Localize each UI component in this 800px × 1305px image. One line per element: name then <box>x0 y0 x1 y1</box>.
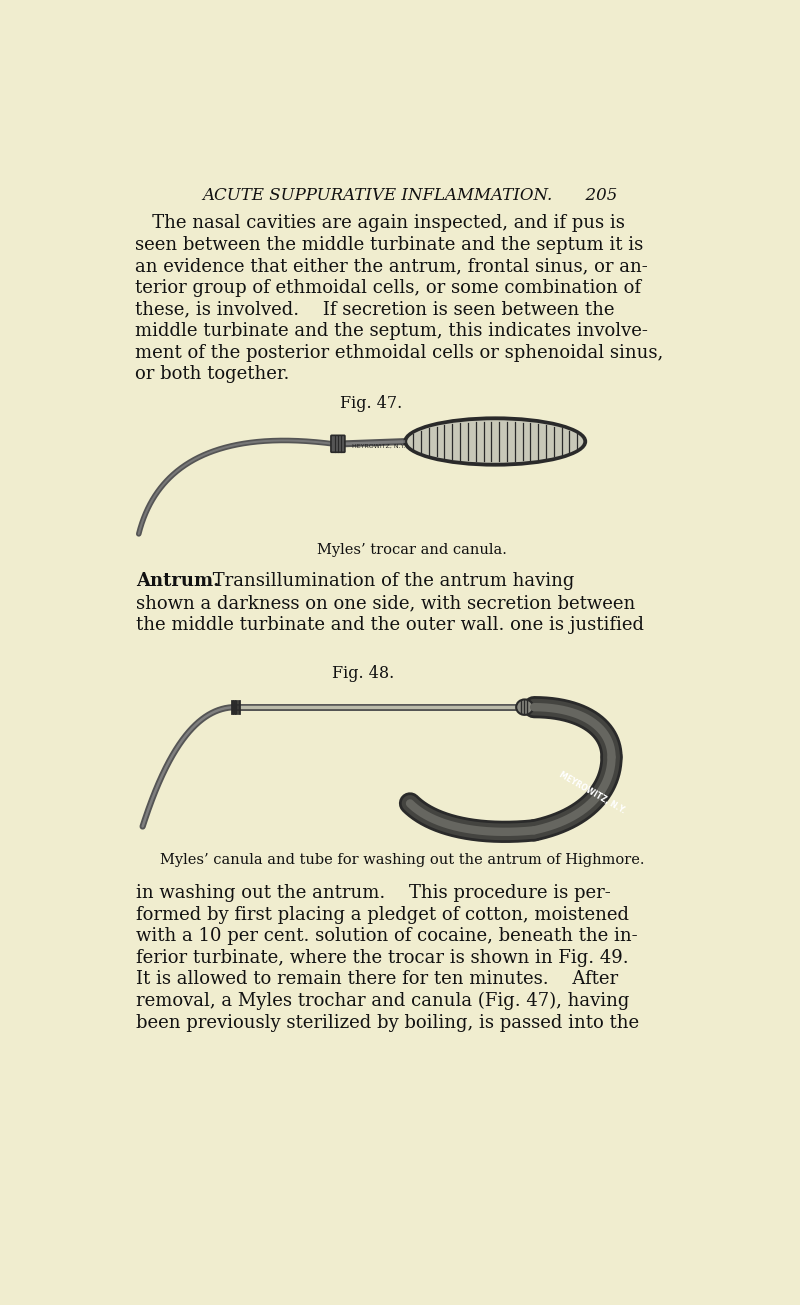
Text: ferior turbinate, where the trocar is shown in Fig. 49.: ferior turbinate, where the trocar is sh… <box>137 949 629 967</box>
Text: Myles’ canula and tube for washing out the antrum of Highmore.: Myles’ canula and tube for washing out t… <box>161 853 645 868</box>
Text: the middle turbinate and the outer wall. one is justified: the middle turbinate and the outer wall.… <box>137 616 645 633</box>
Text: ACUTE SUPPURATIVE INFLAMMATION.  205: ACUTE SUPPURATIVE INFLAMMATION. 205 <box>202 188 618 205</box>
Text: been previously sterilized by boiling, is passed into the: been previously sterilized by boiling, i… <box>137 1014 639 1032</box>
Text: terior group of ethmoidal cells, or some combination of: terior group of ethmoidal cells, or some… <box>135 279 641 298</box>
Text: middle turbinate and the septum, this indicates involve-: middle turbinate and the septum, this in… <box>135 322 648 341</box>
Text: MEYROWITZ, N.Y.: MEYROWITZ, N.Y. <box>558 770 626 816</box>
Text: with a 10 per cent. solution of cocaine, beneath the in-: with a 10 per cent. solution of cocaine,… <box>137 928 638 945</box>
Text: ment of the posterior ethmoidal cells or sphenoidal sinus,: ment of the posterior ethmoidal cells or… <box>135 343 663 361</box>
Text: or both together.: or both together. <box>135 365 290 384</box>
Text: Myles’ trocar and canula.: Myles’ trocar and canula. <box>317 543 507 557</box>
Text: in washing out the antrum.  This procedure is per-: in washing out the antrum. This procedur… <box>137 885 611 902</box>
Text: shown a darkness on one side, with secretion between: shown a darkness on one side, with secre… <box>137 594 636 612</box>
Text: formed by first placing a pledget of cotton, moistened: formed by first placing a pledget of cot… <box>137 906 630 924</box>
Ellipse shape <box>406 419 584 463</box>
Text: Fig. 47.: Fig. 47. <box>340 395 402 412</box>
FancyBboxPatch shape <box>331 436 345 453</box>
Text: The nasal cavities are again inspected, and if pus is: The nasal cavities are again inspected, … <box>135 214 625 232</box>
Text: an evidence that either the antrum, frontal sinus, or an-: an evidence that either the antrum, fron… <box>135 257 648 275</box>
Text: HEYROWITZ, N.Y.: HEYROWITZ, N.Y. <box>352 444 405 449</box>
Text: Antrum.: Antrum. <box>137 573 220 590</box>
Text: It is allowed to remain there for ten minutes.  After: It is allowed to remain there for ten mi… <box>137 971 618 988</box>
Text: Transillumination of the antrum having: Transillumination of the antrum having <box>189 573 574 590</box>
Ellipse shape <box>516 699 534 715</box>
Text: seen between the middle turbinate and the septum it is: seen between the middle turbinate and th… <box>135 236 643 254</box>
Ellipse shape <box>405 418 586 466</box>
Text: these, is involved.  If secretion is seen between the: these, is involved. If secretion is seen… <box>135 300 614 318</box>
Text: removal, a Myles trochar and canula (Fig. 47), having: removal, a Myles trochar and canula (Fig… <box>137 992 630 1010</box>
Text: Fig. 48.: Fig. 48. <box>333 664 394 681</box>
